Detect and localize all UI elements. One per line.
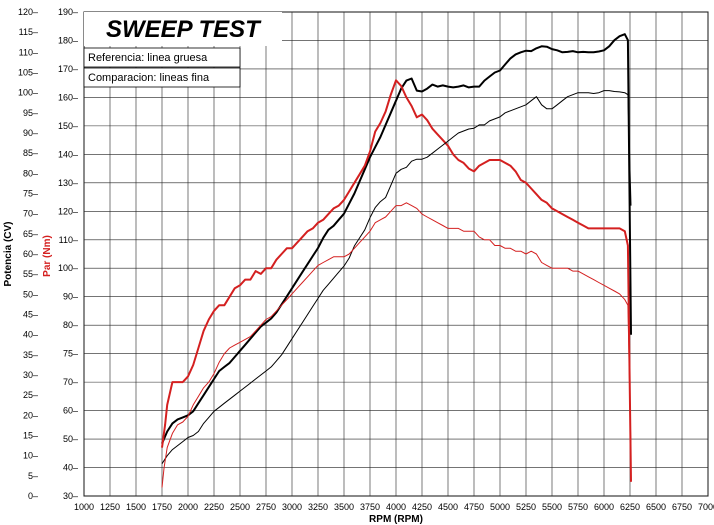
grid	[83, 11, 709, 497]
torque-tick-label: 70–	[63, 377, 78, 387]
power-tick-label: 25–	[23, 390, 38, 400]
x-tick-label: 3250	[308, 502, 328, 512]
x-tick-label: 2250	[204, 502, 224, 512]
torque-tick-label: 180–	[58, 35, 78, 45]
torque-tick-label: 90–	[63, 292, 78, 302]
x-axis-ticks: 1000 1250 1500 1750 2000 2250 2500 2750 3000 3250…	[74, 502, 714, 512]
torque-tick-label: 120–	[58, 206, 78, 216]
x-tick-label: 4250	[412, 502, 432, 512]
x-tick-label: 6500	[646, 502, 666, 512]
power-tick-label: 80–	[23, 168, 38, 178]
power-comparison-line	[161, 90, 632, 464]
torque-tick-label: 150–	[58, 121, 78, 131]
x-tick-label: 1750	[152, 502, 172, 512]
power-tick-label: 55–	[23, 269, 38, 279]
torque-axis-ticks: 30– 40– 50– 60– 70– 75– 80– 90– 100– 110– 120– 130–…	[58, 7, 78, 501]
power-tick-label: 20–	[23, 410, 38, 420]
torque-reference-line	[161, 79, 632, 482]
torque-tick-label: 50–	[63, 434, 78, 444]
power-tick-label: 35–	[23, 350, 38, 360]
x-axis-label: RPM (RPM)	[369, 514, 423, 525]
x-tick-label: 5000	[490, 502, 510, 512]
x-tick-label: 5500	[542, 502, 562, 512]
power-tick-label: 65–	[23, 229, 38, 239]
torque-tick-label: 170–	[58, 64, 78, 74]
x-tick-label: 2500	[230, 502, 250, 512]
chart-title: SWEEP TEST	[106, 16, 262, 43]
power-tick-label: 75–	[23, 189, 38, 199]
torque-comparison-line	[161, 202, 632, 488]
power-tick-label: 95–	[23, 108, 38, 118]
x-tick-label: 4000	[386, 502, 406, 512]
torque-tick-label: 140–	[58, 149, 78, 159]
x-tick-label: 6750	[672, 502, 692, 512]
power-tick-label: 15–	[23, 431, 38, 441]
power-axis-ticks: 0– 5– 10– 15– 20– 25– 30– 35– 40– 45– 50– 55– 60– 65–…	[18, 7, 38, 501]
power-tick-label: 90–	[23, 128, 38, 138]
power-tick-label: 10–	[23, 451, 38, 461]
power-tick-label: 30–	[23, 370, 38, 380]
x-tick-label: 4750	[464, 502, 484, 512]
series-lines	[161, 33, 632, 488]
x-tick-label: 2000	[178, 502, 198, 512]
x-tick-label: 4500	[438, 502, 458, 512]
x-tick-label: 1250	[100, 502, 120, 512]
x-tick-label: 3000	[282, 502, 302, 512]
x-tick-label: 5750	[568, 502, 588, 512]
torque-tick-label: 130–	[58, 178, 78, 188]
x-tick-label: 3500	[334, 502, 354, 512]
legend-entry-reference: Referencia: linea gruesa	[88, 52, 208, 64]
torque-tick-label: 60–	[63, 406, 78, 416]
torque-tick-label: 40–	[63, 463, 78, 473]
torque-tick-label: 75–	[63, 349, 78, 359]
power-tick-label: 110–	[19, 47, 38, 57]
torque-tick-label: 110–	[59, 235, 78, 245]
power-axis-label: Potencia (CV)	[3, 221, 14, 286]
legend-box-reference	[83, 47, 241, 68]
torque-tick-label: 30–	[63, 491, 78, 501]
power-tick-label: 5–	[28, 471, 38, 481]
x-tick-label: 1500	[126, 502, 146, 512]
power-tick-label: 70–	[23, 209, 38, 219]
torque-axis-label: Par (Nm)	[42, 235, 53, 277]
torque-tick-label: 160–	[58, 92, 78, 102]
power-tick-label: 100–	[18, 88, 38, 98]
x-tick-label: 6250	[620, 502, 640, 512]
x-tick-label: 1000	[74, 502, 94, 512]
power-tick-label: 40–	[23, 330, 38, 340]
legend-entry-comparison: Comparacion: lineas fina	[88, 72, 210, 84]
power-tick-label: 120–	[18, 7, 38, 17]
power-tick-label: 0–	[28, 491, 38, 501]
power-reference-line	[161, 33, 632, 444]
power-tick-label: 85–	[23, 148, 38, 158]
legend-box-comparison	[83, 67, 241, 88]
legend: Referencia: linea gruesa Comparacion: li…	[83, 47, 241, 88]
power-tick-label: 115–	[19, 27, 38, 37]
title-box	[84, 12, 282, 46]
power-tick-label: 105–	[18, 68, 38, 78]
power-tick-label: 60–	[23, 249, 38, 259]
x-tick-label: 2750	[256, 502, 276, 512]
torque-tick-label: 100–	[58, 263, 78, 273]
power-tick-label: 50–	[23, 289, 38, 299]
torque-tick-label: 80–	[63, 320, 78, 330]
x-tick-label: 5250	[516, 502, 536, 512]
power-tick-label: 45–	[23, 310, 38, 320]
x-tick-label: 3750	[360, 502, 380, 512]
torque-tick-label: 190–	[58, 7, 78, 17]
x-tick-label: 6000	[594, 502, 614, 512]
